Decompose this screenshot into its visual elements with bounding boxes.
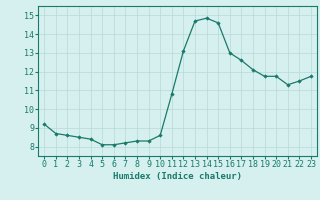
X-axis label: Humidex (Indice chaleur): Humidex (Indice chaleur) — [113, 172, 242, 181]
